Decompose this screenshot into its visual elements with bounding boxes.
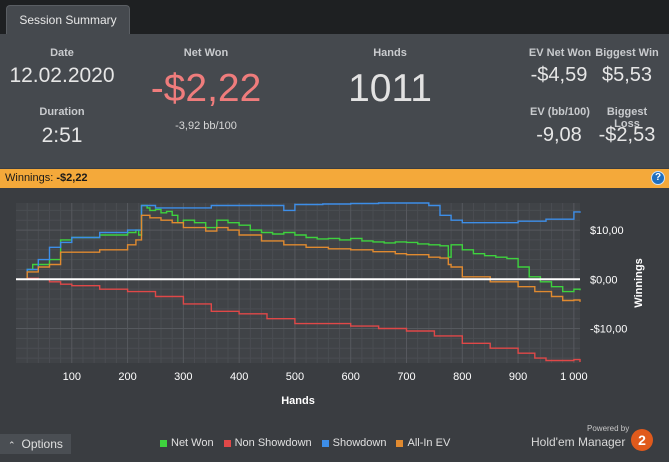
x-tick-label: 700: [397, 371, 415, 383]
series-line-all-in-ev: [16, 214, 581, 302]
legend-item-net-won[interactable]: Net Won: [160, 436, 214, 450]
legend-label: All-In EV: [407, 437, 451, 449]
winnings-label: Winnings:: [5, 172, 54, 184]
hands-label: Hands: [373, 47, 407, 59]
hm2-logo-icon: 2: [631, 429, 653, 451]
tab-session-summary[interactable]: Session Summary: [6, 5, 130, 34]
brand-logo: Powered by Hold'em Manager 2: [531, 424, 657, 454]
legend-item-all-in-ev[interactable]: All-In EV: [396, 436, 450, 450]
x-tick-label: 600: [342, 371, 360, 383]
x-tick-label: 100: [63, 371, 81, 383]
biggest-win-value: $5,53: [601, 64, 653, 86]
x-axis-label: Hands: [281, 395, 315, 407]
legend-item-showdown[interactable]: Showdown: [321, 436, 387, 450]
x-tick-label: 900: [509, 371, 527, 383]
series-line-non-showdown: [16, 277, 581, 362]
legend-item-non-showdown[interactable]: Non Showdown: [223, 436, 312, 450]
ev-net-won-label: EV Net Won: [528, 47, 592, 59]
winnings-chart: 100 200 300 400 500 600 700 800 900 1 000 $10,00$…: [16, 202, 645, 407]
date-label: Date: [50, 47, 74, 59]
options-button[interactable]: ⌃ Options: [0, 434, 71, 454]
series-line-net-won: [16, 204, 581, 293]
y-tick-label: -$10,00: [590, 324, 627, 336]
brand-name: Hold'em Manager: [531, 435, 626, 449]
options-label: Options: [21, 437, 63, 451]
duration-value: 2:51: [41, 124, 83, 147]
legend-label: Non Showdown: [234, 437, 312, 449]
winnings-value: -$2,22: [56, 172, 88, 184]
chevron-up-icon: ⌃: [8, 440, 16, 450]
ev-bb-value: -9,08: [536, 124, 582, 146]
summary-panel: Date 12.02.2020 Duration 2:51 Net Won -$…: [0, 34, 669, 168]
y-axis-label: Winnings: [633, 258, 645, 307]
winnings-text: Winnings: -$2,22: [5, 172, 88, 184]
legend-label: Net Won: [171, 437, 214, 449]
net-won-value: -$2,22: [150, 67, 262, 110]
x-tick-label: 200: [118, 371, 136, 383]
ev-bb-label: EV (bb/100): [530, 106, 590, 118]
date-value: 12.02.2020: [9, 64, 115, 87]
biggest-win-label: Biggest Win: [595, 47, 659, 59]
x-tick-label: 500: [286, 371, 304, 383]
net-won-label: Net Won: [183, 47, 229, 59]
powered-by-text: Powered by: [587, 424, 630, 433]
winnings-bar: Winnings: -$2,22 ?: [0, 169, 669, 188]
legend-label: Showdown: [332, 437, 387, 449]
legend-swatch: [160, 439, 167, 447]
duration-label: Duration: [39, 106, 85, 118]
net-won-bb: -3,92 bb/100: [175, 120, 237, 132]
biggest-loss-label: Biggest Loss: [606, 106, 648, 130]
chart-area: 100 200 300 400 500 600 700 800 900 1 000 $10,00 $…: [0, 188, 669, 462]
y-tick-label: $10,00: [590, 225, 624, 237]
y-tick-label: $0,00: [590, 274, 618, 286]
biggest-loss-value: -$2,53: [598, 124, 656, 146]
y-ticks: $10,00 $0,00 -$10,00: [590, 225, 627, 335]
series-line-showdown: [16, 202, 581, 280]
series-group: [16, 202, 581, 362]
legend-swatch: [321, 439, 329, 447]
x-tick-label: 1 000: [560, 371, 588, 383]
legend-swatch: [396, 439, 404, 447]
x-tick-label: 800: [453, 371, 471, 383]
legend-swatch: [223, 439, 231, 447]
ev-net-won-value: -$4,59: [530, 64, 588, 86]
tab-bar: Session Summary: [0, 0, 669, 34]
x-tick-label: 300: [174, 371, 192, 383]
hands-value: 1011: [348, 67, 432, 110]
help-icon[interactable]: ?: [651, 171, 665, 185]
chart-legend: Net Won Non Showdown Showdown All-In EV: [160, 436, 450, 450]
x-tick-label: 400: [230, 371, 248, 383]
x-ticks: 100 200 300 400 500 600 700 800 900 1 000: [63, 371, 588, 383]
